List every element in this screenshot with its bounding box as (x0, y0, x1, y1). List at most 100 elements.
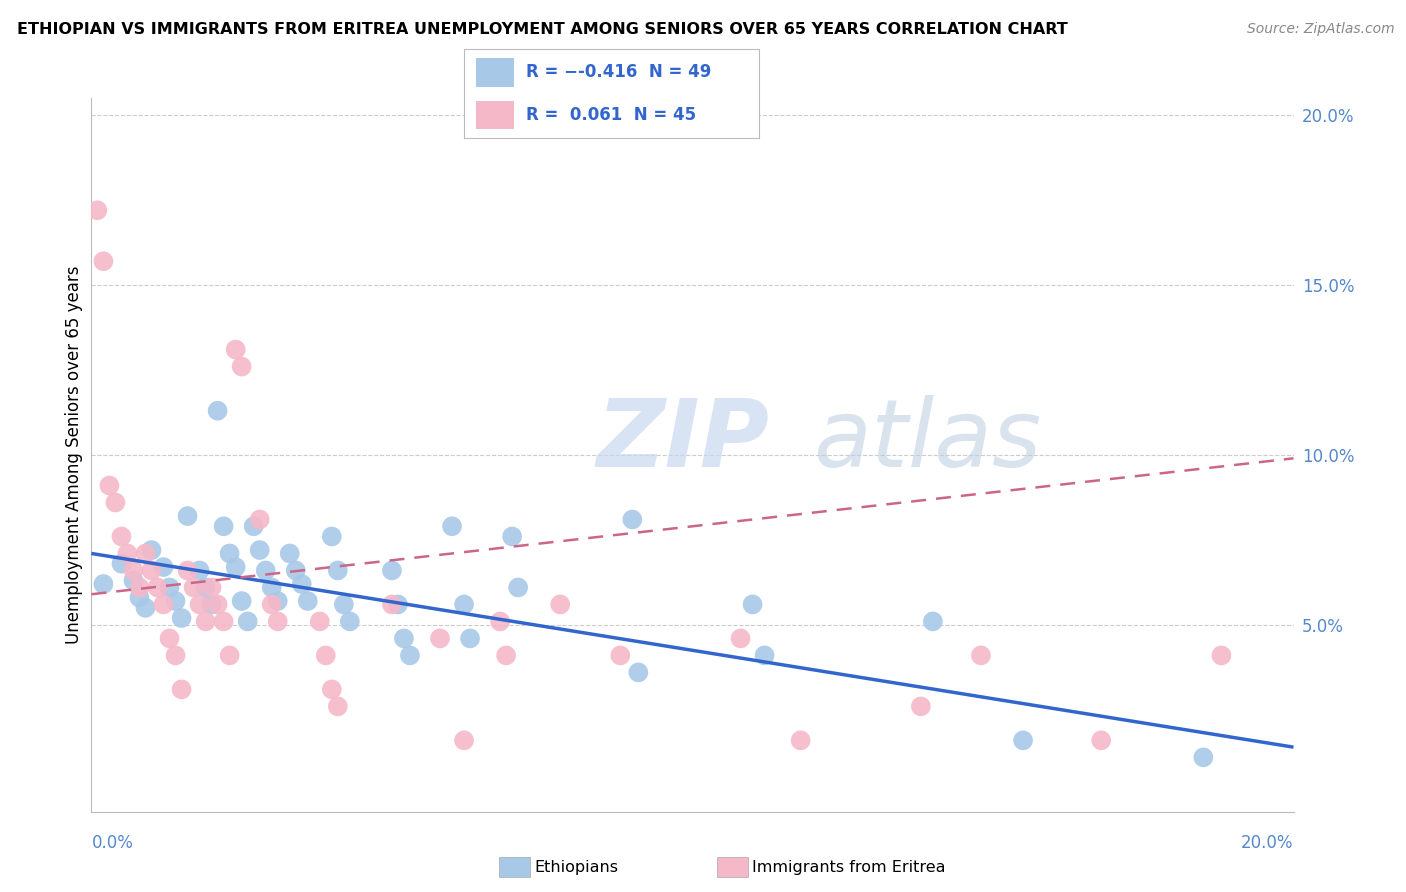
Point (495, 648, 517, 663)
Point (249, 512, 271, 526)
Point (170, 682, 193, 697)
Point (242, 519, 264, 533)
Point (152, 560, 174, 574)
Text: R = −-0.416  N = 49: R = −-0.416 N = 49 (526, 63, 711, 81)
Point (609, 648, 631, 663)
Point (134, 600, 156, 615)
Point (194, 581, 217, 595)
Point (128, 591, 150, 605)
Point (128, 581, 150, 595)
Y-axis label: Unemployment Among Seniors over 65 years: Unemployment Among Seniors over 65 years (65, 266, 83, 644)
Point (159, 581, 181, 595)
Text: Immigrants from Eritrea: Immigrants from Eritrea (752, 860, 946, 874)
Point (627, 665, 650, 680)
Point (117, 546, 139, 560)
Point (93, 254, 115, 268)
Point (326, 699, 349, 714)
Point (188, 598, 211, 612)
Point (339, 615, 361, 629)
Point (104, 495, 127, 509)
Point (291, 577, 314, 591)
Point (188, 564, 211, 578)
Point (183, 581, 205, 595)
FancyBboxPatch shape (475, 58, 515, 87)
Point (207, 598, 229, 612)
Point (1012, 733, 1035, 747)
Point (212, 615, 235, 629)
Point (93, 577, 115, 591)
Point (508, 581, 530, 595)
Text: 0.0%: 0.0% (91, 834, 134, 852)
Text: R =  0.061  N = 45: R = 0.061 N = 45 (526, 106, 696, 124)
Point (159, 632, 181, 646)
Point (141, 564, 163, 578)
Point (308, 615, 330, 629)
Point (249, 543, 271, 558)
Point (333, 598, 356, 612)
Point (201, 598, 224, 612)
Text: ETHIOPIAN VS IMMIGRANTS FROM ERITREA UNEMPLOYMENT AMONG SENIORS OVER 65 YEARS CO: ETHIOPIAN VS IMMIGRANTS FROM ERITREA UNE… (17, 22, 1067, 37)
Point (278, 546, 301, 560)
Text: ZIP: ZIP (596, 394, 769, 487)
Point (122, 564, 145, 578)
Point (297, 594, 319, 608)
FancyBboxPatch shape (475, 101, 515, 129)
Point (429, 632, 451, 646)
Point (321, 682, 343, 697)
Text: Source: ZipAtlas.com: Source: ZipAtlas.com (1247, 22, 1395, 37)
Point (399, 648, 422, 663)
Point (741, 598, 763, 612)
Point (501, 529, 523, 543)
Point (754, 648, 776, 663)
Point (730, 632, 752, 646)
Point (231, 359, 253, 374)
Point (621, 512, 644, 526)
Point (254, 564, 277, 578)
Text: 20.0%: 20.0% (1241, 834, 1294, 852)
Point (789, 733, 811, 747)
Point (231, 594, 253, 608)
Point (86, 203, 108, 218)
Point (260, 598, 283, 612)
Point (110, 529, 132, 543)
Point (910, 699, 932, 714)
Point (176, 509, 198, 524)
Point (1192, 750, 1215, 764)
Point (165, 648, 187, 663)
Point (440, 519, 463, 533)
Point (260, 581, 283, 595)
Point (489, 615, 512, 629)
Point (152, 598, 174, 612)
Point (212, 519, 235, 533)
Point (453, 733, 475, 747)
Point (225, 343, 247, 357)
Point (1211, 648, 1233, 663)
Point (381, 598, 404, 612)
Point (218, 648, 240, 663)
Point (122, 574, 145, 588)
Point (392, 632, 415, 646)
Text: atlas: atlas (813, 395, 1040, 486)
Point (98, 478, 121, 492)
Point (194, 615, 217, 629)
Point (141, 543, 163, 558)
Point (321, 529, 343, 543)
Point (207, 403, 229, 417)
Point (236, 615, 259, 629)
Point (134, 546, 156, 560)
Point (170, 611, 193, 625)
Point (146, 581, 169, 595)
Point (387, 598, 409, 612)
Point (284, 564, 307, 578)
Point (922, 615, 945, 629)
Point (176, 564, 198, 578)
Point (1090, 733, 1112, 747)
Point (201, 581, 224, 595)
Point (267, 615, 290, 629)
Point (315, 648, 337, 663)
Point (458, 632, 481, 646)
Point (326, 564, 349, 578)
Point (970, 648, 993, 663)
Point (453, 598, 475, 612)
Point (381, 564, 404, 578)
